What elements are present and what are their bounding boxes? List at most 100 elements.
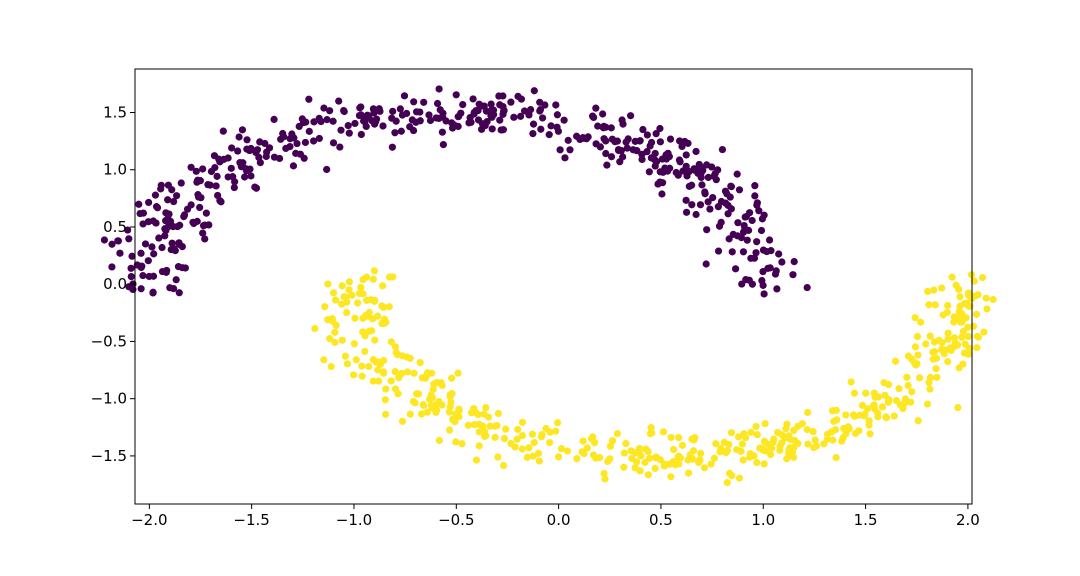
- data-point: [556, 146, 564, 154]
- data-point: [351, 119, 359, 128]
- data-point: [790, 257, 798, 266]
- data-point: [174, 263, 183, 271]
- data-point: [776, 442, 784, 450]
- data-point: [445, 408, 453, 416]
- data-point: [177, 179, 185, 187]
- data-point: [369, 315, 377, 323]
- data-point: [648, 429, 656, 437]
- data-point: [758, 215, 766, 223]
- data-point: [359, 314, 367, 322]
- data-point: [357, 103, 365, 111]
- data-point: [355, 111, 364, 120]
- data-point: [514, 425, 522, 434]
- data-point: [944, 329, 952, 337]
- data-point: [396, 105, 404, 113]
- data-point: [596, 143, 605, 151]
- data-point: [755, 207, 763, 215]
- data-point: [358, 372, 366, 380]
- data-point: [620, 463, 628, 471]
- data-point: [327, 363, 335, 371]
- data-point: [518, 431, 527, 440]
- data-point: [500, 434, 509, 443]
- data-point: [475, 442, 483, 450]
- data-point: [643, 131, 651, 139]
- data-point: [607, 124, 615, 132]
- data-point: [717, 197, 726, 206]
- data-point: [606, 442, 615, 450]
- data-point: [336, 143, 344, 151]
- data-point: [599, 110, 607, 118]
- data-point: [536, 105, 545, 114]
- data-point: [391, 385, 400, 393]
- data-point: [954, 403, 962, 412]
- data-point: [878, 403, 887, 411]
- data-point: [357, 130, 365, 139]
- y-tick-label: 1.5: [103, 104, 127, 122]
- data-point: [359, 276, 367, 284]
- data-point: [644, 447, 652, 456]
- data-point: [170, 197, 178, 206]
- data-point: [376, 360, 384, 368]
- y-tick-label: −0.5: [91, 332, 127, 350]
- data-point: [345, 278, 353, 286]
- data-point: [227, 164, 235, 172]
- data-point: [592, 104, 600, 112]
- data-point: [751, 192, 759, 200]
- data-point: [694, 169, 702, 177]
- data-point: [933, 373, 941, 381]
- data-point: [157, 181, 165, 189]
- data-point: [378, 302, 386, 310]
- data-point: [432, 400, 440, 409]
- data-point: [747, 254, 755, 262]
- data-point: [820, 440, 828, 448]
- data-point: [523, 453, 531, 462]
- data-point: [735, 474, 744, 482]
- data-point: [234, 147, 242, 155]
- data-point: [675, 433, 683, 442]
- data-point: [247, 172, 255, 180]
- data-point: [345, 129, 353, 137]
- data-point: [950, 313, 958, 321]
- data-point: [955, 285, 963, 293]
- data-point: [332, 296, 340, 304]
- y-tick-label: 0.5: [103, 218, 127, 236]
- data-point: [781, 434, 789, 442]
- data-point: [656, 168, 664, 176]
- data-point: [432, 114, 440, 122]
- data-point: [282, 144, 290, 153]
- data-point: [382, 318, 390, 326]
- data-point: [310, 118, 318, 126]
- data-point: [828, 407, 837, 415]
- data-point: [499, 107, 508, 116]
- data-point: [389, 107, 397, 115]
- data-point: [528, 430, 537, 438]
- data-point: [623, 144, 631, 152]
- data-point: [365, 308, 373, 317]
- data-point: [301, 138, 310, 147]
- data-point: [564, 136, 572, 144]
- data-point: [216, 197, 224, 205]
- data-point: [666, 164, 674, 172]
- data-point: [783, 455, 791, 463]
- data-point: [830, 417, 838, 425]
- data-point: [761, 419, 769, 428]
- data-point: [391, 368, 399, 376]
- data-point: [448, 119, 456, 127]
- data-point: [972, 310, 981, 318]
- data-point: [700, 464, 709, 472]
- data-point: [639, 125, 647, 134]
- data-point: [474, 116, 483, 124]
- data-point: [865, 421, 873, 429]
- data-point: [175, 289, 183, 297]
- ticks-layer: −2.0 −1.5 −1.0 −0.5 0.0 0.5 1.0 1.5 2.0 −1.5 −1.0 −…: [91, 104, 980, 530]
- data-point: [499, 461, 508, 470]
- data-point: [529, 130, 537, 138]
- data-point: [811, 436, 819, 444]
- data-point: [723, 190, 731, 198]
- data-point: [464, 421, 472, 429]
- data-point: [753, 431, 761, 439]
- data-point: [388, 143, 396, 151]
- data-point: [738, 440, 746, 448]
- data-point: [608, 437, 617, 445]
